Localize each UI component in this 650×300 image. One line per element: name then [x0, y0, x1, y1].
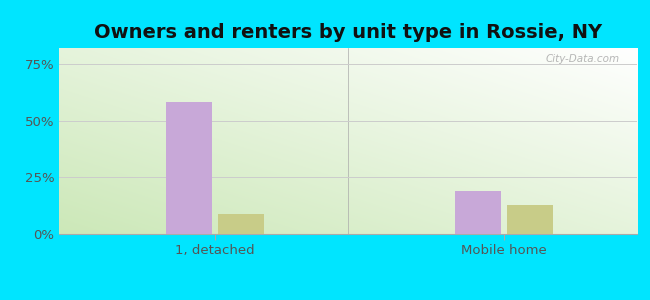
Bar	[166, 102, 212, 234]
Bar	[507, 205, 553, 234]
Bar	[218, 214, 264, 234]
Text: City-Data.com: City-Data.com	[545, 54, 619, 64]
Title: Owners and renters by unit type in Rossie, NY: Owners and renters by unit type in Rossi…	[94, 23, 602, 42]
Bar	[455, 191, 501, 234]
